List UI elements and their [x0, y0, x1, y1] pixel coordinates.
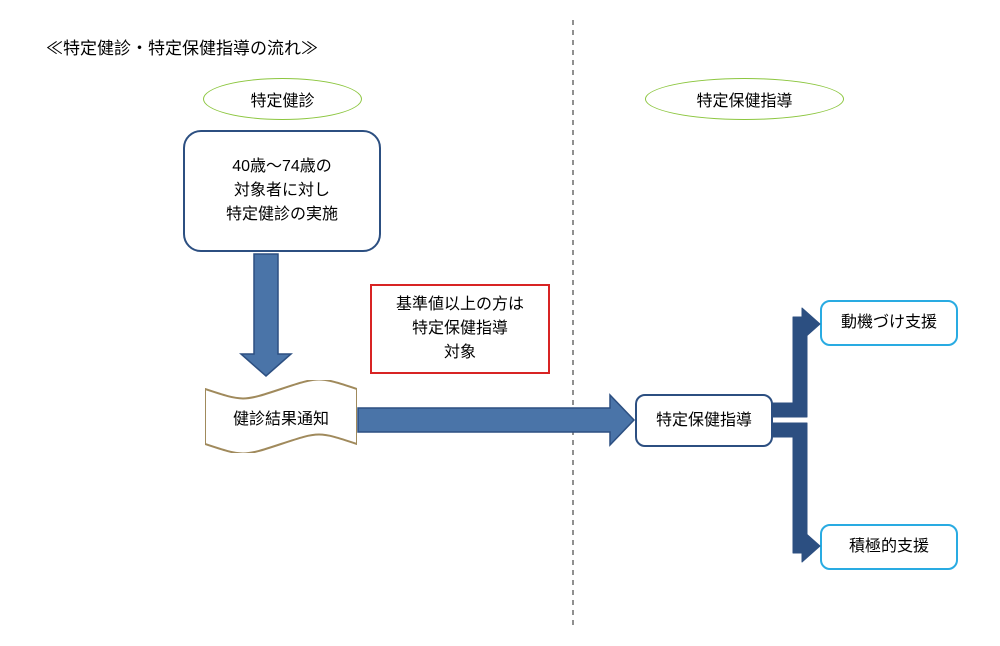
header-ellipse-shidou-label: 特定保健指導 — [696, 87, 792, 111]
header-ellipse-kenshin: 特定健診 — [203, 78, 362, 120]
node-threshold-note: 基準値以上の方は特定保健指導対象 — [370, 284, 550, 374]
node-target-population-label: 40歳～74歳の対象者に対し特定健診の実施 — [226, 155, 338, 227]
node-threshold-note-label: 基準値以上の方は特定保健指導対象 — [396, 293, 524, 365]
header-ellipse-kenshin-label: 特定健診 — [250, 87, 314, 111]
node-active-support-label: 積極的支援 — [849, 535, 929, 559]
diagram-title: ≪特定健診・特定保健指導の流れ≫ — [46, 34, 318, 59]
node-guidance: 特定保健指導 — [635, 394, 773, 447]
node-motivational-support-label: 動機づけ支援 — [841, 311, 937, 335]
node-guidance-label: 特定保健指導 — [656, 409, 752, 433]
node-motivational-support: 動機づけ支援 — [820, 300, 958, 346]
node-result-notice-label: 健診結果通知 — [233, 405, 329, 429]
node-active-support: 積極的支援 — [820, 524, 958, 570]
node-target-population: 40歳～74歳の対象者に対し特定健診の実施 — [183, 130, 381, 252]
node-result-notice: 健診結果通知 — [205, 380, 357, 453]
header-ellipse-shidou: 特定保健指導 — [645, 78, 844, 120]
